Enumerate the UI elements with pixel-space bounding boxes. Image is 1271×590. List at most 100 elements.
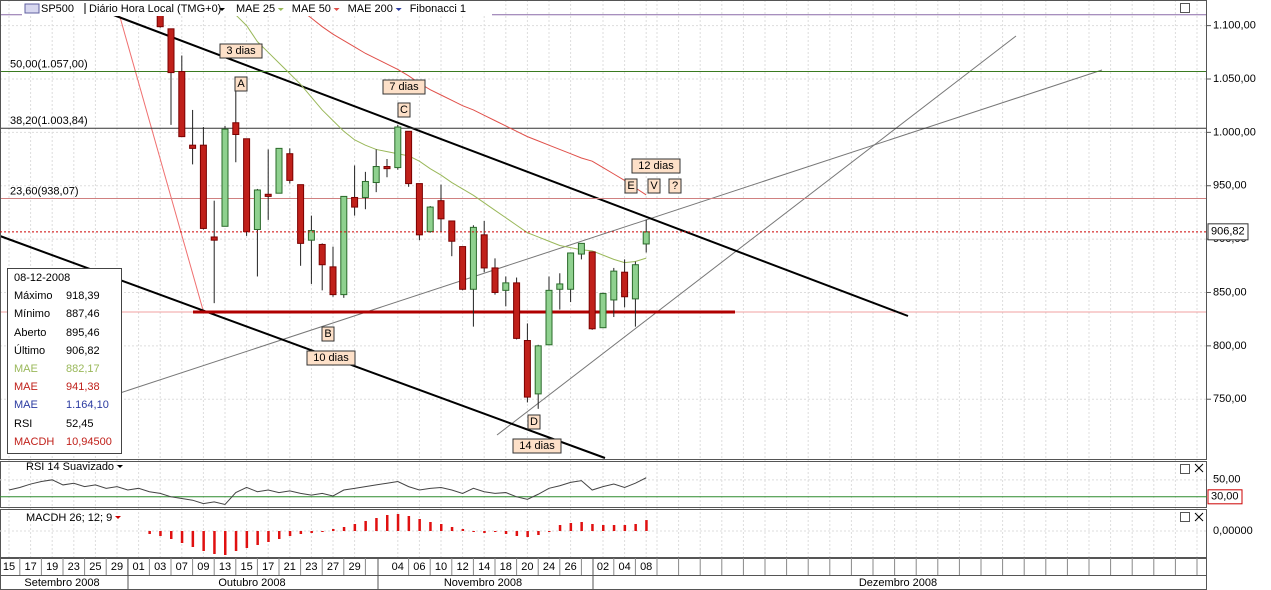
annotation: 7 dias <box>389 81 419 93</box>
candle-body <box>523 340 531 398</box>
indicator-label: Fibonacci 1 <box>410 3 466 15</box>
macdh-bar <box>234 531 238 551</box>
x-tick-label: 04 <box>618 561 630 573</box>
candle-body <box>513 282 521 339</box>
macdh-bar <box>213 531 216 554</box>
info-row: Último 906,82 <box>8 342 121 360</box>
panel-frames <box>0 0 1207 590</box>
macdh-bar <box>202 531 205 551</box>
info-label: MAE <box>14 362 38 375</box>
level-label: 30,00 <box>1211 491 1239 503</box>
dropdown <box>333 8 340 11</box>
candle-body <box>480 234 488 269</box>
month-label: Setembro 2008 <box>24 577 99 589</box>
annotation-box <box>631 158 681 174</box>
y-tick-label: 1.000,00 <box>1213 126 1256 138</box>
macdh-bar <box>494 531 497 532</box>
macdh-bar <box>310 531 313 533</box>
info-value: 941,38 <box>66 381 100 394</box>
panel-title: RSI 14 Suavizado <box>26 461 114 473</box>
macdh-bar <box>612 525 616 531</box>
candle-body <box>469 226 477 290</box>
x-tick-label: 03 <box>154 561 166 573</box>
annotation: 10 dias <box>313 352 349 364</box>
macdh-bar <box>288 531 292 536</box>
price-tag <box>1207 223 1249 241</box>
period: Diário Hora Local (TMG+0) <box>89 3 221 15</box>
y-tick-label: 950,00 <box>1213 180 1247 192</box>
x-tick-label: 17 <box>24 561 36 573</box>
x-tick-label: 20 <box>521 561 533 573</box>
x-tick-label: 06 <box>413 561 425 573</box>
main-panel: 61,80(1.110,16)50,00(1.057,00)38,20(1.00… <box>0 0 1207 459</box>
x-tick-label: 17 <box>262 561 274 573</box>
x-tick-label: 19 <box>46 561 58 573</box>
info-value: 906,82 <box>66 344 100 357</box>
x-tick-label: 14 <box>478 561 490 573</box>
candle-body <box>599 293 607 329</box>
legend-entry: MAE 50 <box>292 3 331 15</box>
fib-label: 50,00(1.057,00) <box>10 58 88 70</box>
macdh-bar <box>634 524 637 531</box>
annotation: 14 dias <box>519 440 555 452</box>
x-tick-label: 23 <box>305 561 317 573</box>
moving-average <box>300 9 647 196</box>
dropdown <box>115 516 121 519</box>
candle-body <box>437 200 445 220</box>
x-tick-label: 29 <box>111 561 123 573</box>
info-panel: 08-12-2008 Máximo 918,39 Mínimo 887,46 Aberto… <box>7 268 122 454</box>
month-label: Novembro 2008 <box>444 577 522 589</box>
macdh-bar <box>429 522 432 531</box>
x-tick-label: 09 <box>197 561 209 573</box>
info-label: Máximo <box>14 290 53 303</box>
macdh-bar <box>267 531 270 542</box>
info-value: 10,94500 <box>66 435 112 448</box>
info-label: Aberto <box>14 326 47 339</box>
fib-label: 38,20(1.003,84) <box>10 115 88 127</box>
macdh-bar <box>450 527 454 531</box>
panel-title: MACDH 26; 12; 9 <box>26 512 112 524</box>
candle-body <box>275 147 283 194</box>
candle-body <box>297 184 305 244</box>
macdh-bar <box>342 527 346 531</box>
candle-body <box>448 220 456 242</box>
candle-body <box>264 193 272 197</box>
x-tick-label: 02 <box>597 561 609 573</box>
macdh-bar <box>504 531 508 534</box>
candle-body <box>642 231 650 245</box>
info-row: MACDH 10,94500 <box>8 433 121 451</box>
macdh-bar <box>278 531 281 539</box>
macdh-bar <box>558 525 562 531</box>
macdh-bar <box>418 519 421 531</box>
macdh-bar <box>332 529 335 531</box>
x-tick-label: 15 <box>3 561 15 573</box>
macdh-bar <box>180 531 184 543</box>
x-tick-label: 13 <box>219 561 231 573</box>
candle-body <box>491 267 499 293</box>
info-value: 882,17 <box>66 362 100 375</box>
candle-body <box>556 283 564 290</box>
macdh-bar <box>645 520 648 531</box>
macdh-bar <box>569 523 573 531</box>
candle-body <box>405 130 413 185</box>
grid <box>0 0 1207 558</box>
info-row: MAE 1.164,10 <box>8 396 121 414</box>
annotation: ? <box>672 180 678 192</box>
macdh-bar <box>515 531 519 536</box>
macdh-bar <box>440 524 443 531</box>
macdh-bar <box>299 531 303 534</box>
macdh-bar <box>159 531 162 536</box>
x-tick-label: 26 <box>564 561 576 573</box>
symbol-icon <box>24 3 40 14</box>
info-row: Aberto 895,46 <box>8 324 121 342</box>
annotation-box <box>624 178 638 194</box>
x-tick-label: 27 <box>327 561 339 573</box>
candle-body <box>243 138 251 233</box>
candle-body <box>394 126 402 169</box>
macdh-bar <box>148 531 151 534</box>
candle-body <box>221 128 229 227</box>
annotation-box <box>397 102 411 118</box>
legend-entry: MAE 200 <box>348 3 393 15</box>
annotation: 12 dias <box>638 160 674 172</box>
